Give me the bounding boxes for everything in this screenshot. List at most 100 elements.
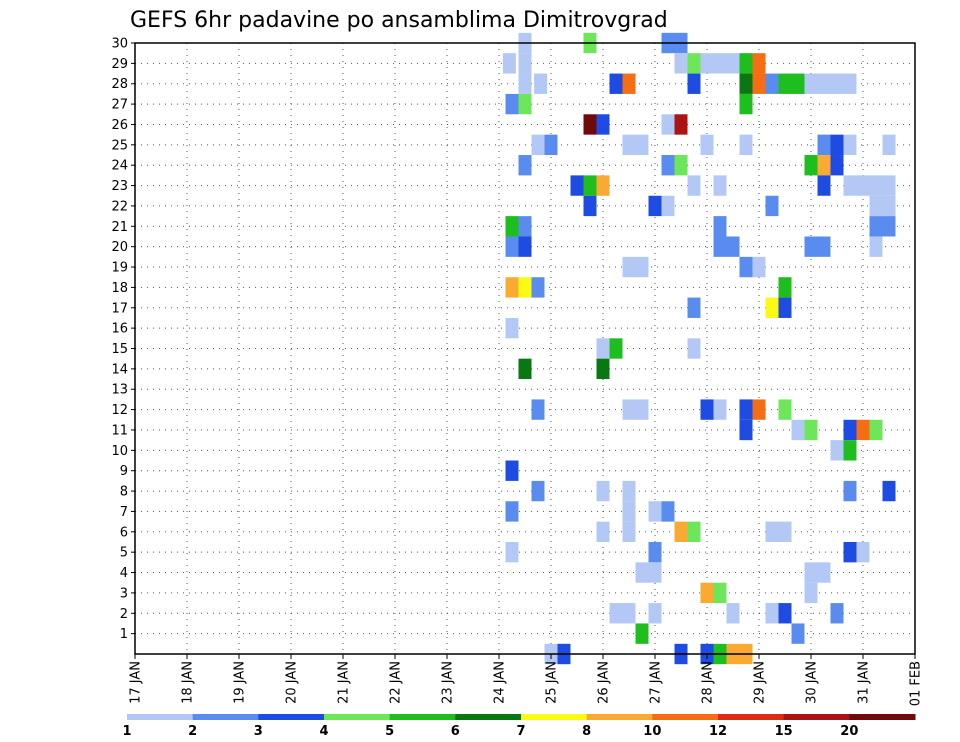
heatmap-cell (531, 134, 545, 156)
heatmap-cell (882, 175, 896, 196)
x-tick-label: 28 JAN (701, 661, 716, 704)
colorbar-swatch (389, 714, 456, 720)
heatmap-cell (674, 114, 688, 135)
y-tick-label: 26 (111, 118, 128, 133)
heatmap-cell (531, 277, 545, 298)
heatmap-cell (752, 73, 766, 94)
heatmap-cell (622, 501, 636, 522)
colorbar-label: 3 (254, 724, 263, 739)
heatmap-cell (518, 73, 532, 94)
heatmap-cell (687, 73, 701, 94)
heatmap-cell (661, 155, 675, 176)
colorbar-label: 7 (516, 724, 525, 739)
heatmap-cell (830, 134, 844, 156)
heatmap-cell (674, 155, 688, 176)
heatmap-cell (713, 236, 727, 257)
y-tick-label: 21 (111, 220, 128, 235)
heatmap-cell (700, 399, 714, 420)
x-tick-label: 22 JAN (389, 661, 404, 704)
colorbar-swatch (652, 714, 719, 720)
colorbar-label: 2 (188, 724, 197, 739)
chart-title: GEFS 6hr padavine po ansamblima Dimitrov… (130, 8, 668, 33)
heatmap-cell (661, 114, 675, 135)
colorbar-label: 15 (775, 724, 793, 739)
heatmap-cell (778, 399, 792, 420)
heatmap-cell (622, 603, 636, 624)
heatmap-cell (791, 419, 805, 441)
heatmap-cell (661, 195, 675, 217)
heatmap-cell (713, 216, 727, 237)
heatmap-cell (843, 175, 857, 196)
x-tick-label: 17 JAN (129, 661, 144, 704)
heatmap-cell (505, 317, 519, 339)
heatmap-cell (622, 134, 636, 156)
heatmap-cell (817, 73, 831, 94)
heatmap-cell (570, 175, 584, 196)
y-tick-label: 13 (111, 383, 128, 398)
heatmap-cell (843, 440, 857, 461)
y-tick-label: 20 (111, 240, 128, 255)
heatmap-cell (687, 53, 701, 74)
heatmap-cell (687, 521, 701, 542)
colorbar-label: 5 (385, 724, 394, 739)
colorbar-label: 6 (451, 724, 460, 739)
y-tick-label: 2 (120, 607, 128, 622)
heatmap-cell (882, 195, 896, 217)
heatmap-cell (882, 480, 896, 502)
y-tick-label: 12 (111, 403, 128, 418)
heatmap-cell (609, 603, 623, 624)
heatmap-cell (843, 419, 857, 441)
heatmap-cell (596, 358, 610, 380)
heatmap-cell (843, 541, 857, 563)
y-tick-label: 30 (111, 37, 128, 52)
heatmap-cell (622, 480, 636, 502)
heatmap-cell (817, 175, 831, 196)
x-tick-label: 31 JAN (857, 661, 872, 704)
y-tick-label: 16 (111, 322, 128, 337)
heatmap-cell (856, 541, 870, 563)
heatmap-cell (739, 419, 753, 441)
heatmap-cell (518, 358, 532, 380)
heatmap-cell (765, 297, 779, 318)
heatmap-cell (713, 53, 727, 74)
heatmap-cell (843, 134, 857, 156)
y-tick-label: 4 (120, 566, 128, 581)
colorbar-label: 4 (319, 724, 328, 739)
heatmap-cell (518, 155, 532, 176)
heatmap-cell (739, 399, 753, 420)
y-tick-label: 23 (111, 179, 128, 194)
y-tick-label: 7 (120, 505, 128, 520)
heatmap-cell (531, 480, 545, 502)
y-tick-label: 8 (120, 485, 128, 500)
colorbar-label: 8 (582, 724, 591, 739)
heatmap-cell (518, 216, 532, 237)
heatmap-cell (752, 399, 766, 420)
heatmap-cell (830, 603, 844, 624)
heatmap-cell (843, 73, 857, 94)
heatmap-cell (817, 155, 831, 176)
heatmap-cell (518, 53, 532, 74)
x-tick-label: 27 JAN (649, 661, 664, 704)
x-tick-label: 23 JAN (441, 661, 456, 704)
x-tick-label: 01 FEB (909, 661, 924, 706)
heatmap-cell (687, 175, 701, 196)
y-tick-label: 24 (111, 159, 128, 174)
heatmap-cell (622, 256, 636, 278)
x-axis-ticks: 17 JAN 18 JAN 19 JAN 20 JAN 21 JAN 22 JAN 23 J… (129, 654, 924, 706)
heatmap-cell (739, 256, 753, 278)
colorbar-swatch (718, 714, 785, 720)
colorbar-swatch (521, 714, 588, 720)
x-tick-label: 20 JAN (285, 661, 300, 704)
heatmap-cell (648, 562, 662, 583)
heatmap-cell (596, 175, 610, 196)
heatmap-cell (687, 338, 701, 359)
heatmap-cell (596, 480, 610, 502)
heatmap-cell (687, 297, 701, 318)
heatmap-cell (752, 53, 766, 74)
heatmap-cell (534, 73, 548, 94)
heatmap-cell (765, 521, 779, 542)
heatmap-cell (856, 419, 870, 441)
heatmap-cell (713, 399, 727, 420)
y-tick-label: 15 (111, 342, 128, 357)
colorbar-swatch (258, 714, 325, 720)
